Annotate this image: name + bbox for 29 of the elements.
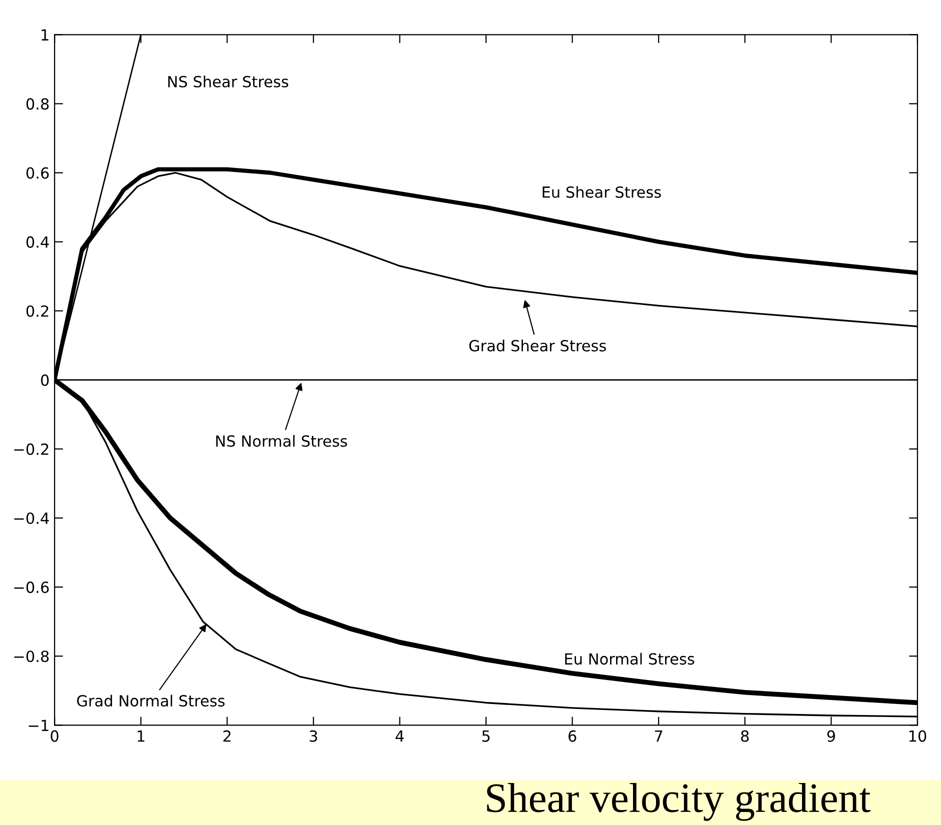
annotation: Eu Normal Stress <box>565 652 694 665</box>
x-tick-label: 2 <box>223 730 230 742</box>
annotation: Grad Shear Stress <box>469 340 606 352</box>
y-tick-label: −0.6 <box>14 582 49 594</box>
x-tick-label: 7 <box>655 730 662 742</box>
x-tick-label: 10 <box>909 730 926 742</box>
annotation: Eu Shear Stress <box>542 186 661 198</box>
x-tick-label: 4 <box>396 730 404 742</box>
y-tick-label: 0.8 <box>26 98 49 110</box>
y-tick-label: −0.2 <box>14 443 48 455</box>
y-tick-label: 0.6 <box>26 167 49 179</box>
x-axis-title: Shear velocity gradient <box>487 782 870 821</box>
x-tick-label: 1 <box>138 730 144 742</box>
annotation: NS Shear Stress <box>168 76 288 88</box>
x-tick-label: 9 <box>827 730 835 742</box>
y-tick-label: 0.4 <box>26 236 49 248</box>
annotation: NS Normal Stress <box>216 435 348 447</box>
x-tick-label: 6 <box>568 730 576 742</box>
y-tick-label: −1 <box>28 720 48 731</box>
y-tick-label: 0.2 <box>26 305 48 317</box>
annotation: Grad Normal Stress <box>77 694 225 707</box>
y-tick-label: 0 <box>41 374 49 386</box>
x-tick-label: 8 <box>741 730 749 742</box>
y-tick-label: −0.4 <box>14 512 49 524</box>
y-tick-label: 1 <box>42 29 48 40</box>
x-tick-label: 3 <box>310 730 318 742</box>
x-tick-label: 5 <box>482 730 490 742</box>
y-tick-label: −0.8 <box>14 650 49 662</box>
x-tick-label: 0 <box>50 730 58 742</box>
